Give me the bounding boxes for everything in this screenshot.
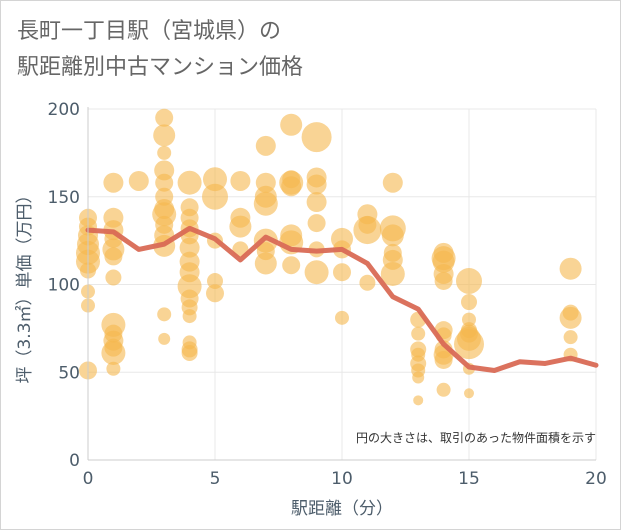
y-tick-label-1: 50 [58,363,80,383]
bubble-point-126 [559,306,582,329]
chart-title-line-2: 駅距離別中古マンション価格 [17,55,304,80]
bubble-point-102 [412,371,425,384]
bubble-point-78 [306,192,327,213]
bubble-point-35 [157,307,172,322]
bubble-point-71 [281,176,302,197]
bubble-point-116 [461,294,477,311]
trend-line-layer [85,225,599,373]
bubble-point-114 [436,382,451,397]
x-tick-label-1: 5 [210,469,221,489]
bubble-point-123 [464,388,474,399]
y-tick-label-4: 200 [48,100,80,120]
bubble-point-77 [306,174,327,195]
bubble-point-97 [411,326,426,341]
bubble-point-90 [382,172,403,193]
bubble-point-15 [104,247,123,266]
bubble-point-26 [157,145,172,160]
bubble-point-75 [301,122,332,153]
bubble-point-81 [304,260,329,285]
bubble-point-103 [413,395,424,406]
bubble-point-24 [155,108,174,127]
y-axis-label: 坪（3.3㎡）単価（万円） [15,186,35,383]
bubble-point-21 [101,340,126,365]
y-tick-label-2: 100 [48,276,80,296]
x-tick-label-4: 20 [585,469,607,489]
bubble-point-95 [380,261,405,286]
bubble-point-127 [563,330,578,345]
bubble-series [76,108,582,406]
y-tick-label-3: 150 [48,188,80,208]
bubble-point-121 [454,329,484,360]
size-annotation: 円の大きさは、取引のあった物件面積を示す [356,430,596,445]
bubble-point-79 [307,214,326,233]
bubble-point-56 [206,284,224,303]
x-tick-label-3: 15 [458,469,480,489]
bubble-point-37 [177,170,202,195]
trend-line [85,225,599,373]
bubble-point-59 [229,215,252,238]
bubble-point-92 [381,224,404,247]
bubble-point-10 [103,172,124,193]
y-tick-label-0: 0 [69,451,80,471]
bubble-point-57 [230,170,251,191]
bubble-point-74 [282,256,301,275]
bubble-point-52 [203,167,227,192]
axes: 0 50 100 150 200 0 5 10 15 20 [48,100,607,489]
bubble-point-16 [105,269,122,286]
bubble-point-67 [254,252,277,275]
bubble-point-25 [153,124,176,147]
bubble-point-22 [106,361,121,376]
bubble-point-64 [253,191,278,216]
bubble-point-42 [179,237,200,258]
x-tick-label-0: 0 [83,469,94,489]
x-axis-label: 駅距離（分） [291,499,393,519]
bubble-point-85 [335,310,349,325]
bubble-point-48 [182,309,197,324]
bubble-point-51 [181,344,198,361]
bubble-point-113 [434,350,453,369]
bubble-point-55 [207,272,223,289]
bubble-point-89 [359,274,376,291]
bubble-point-88 [353,216,382,245]
bubble-point-61 [255,135,276,156]
bubble-point-36 [158,332,171,345]
bubble-point-84 [333,263,351,282]
chart-title-line-1: 長町一丁目駅（宮城県）の [17,19,282,44]
x-tick-label-2: 10 [331,469,353,489]
bubble-point-53 [202,183,228,210]
bubble-point-68 [280,113,303,136]
bubble-point-23 [128,170,149,191]
bubble-point-124 [559,257,582,280]
bubble-point-115 [456,267,482,294]
chart-title: 長町一丁目駅（宮城県）の 駅距離別中古マンション価格 [17,14,577,86]
bubble-point-108 [434,271,453,290]
bubble-point-28 [155,173,174,192]
